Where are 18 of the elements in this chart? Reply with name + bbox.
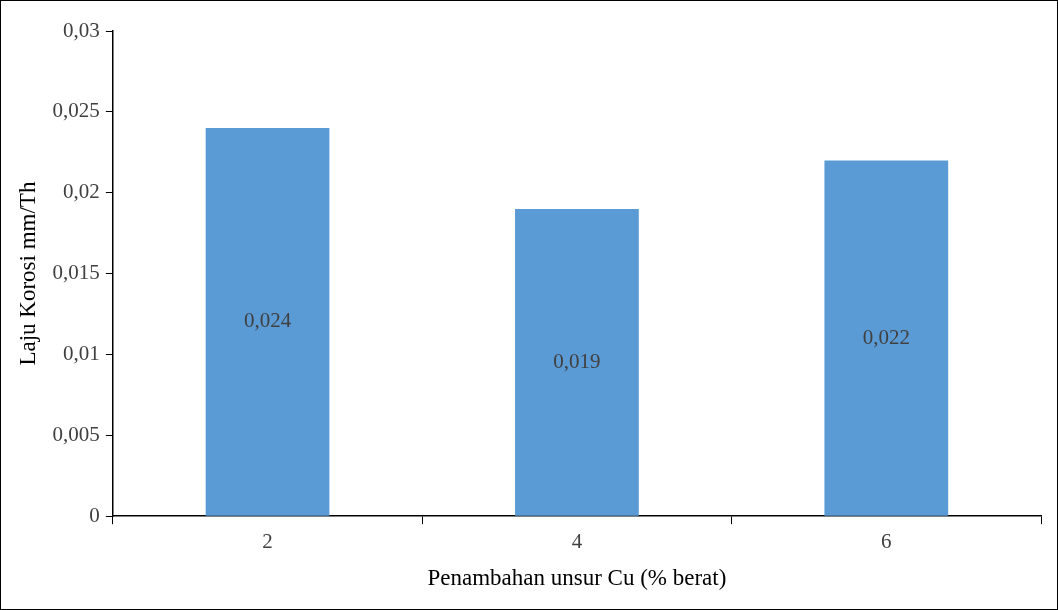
y-tick-label: 0,02	[63, 179, 100, 204]
x-tick-label: 4	[571, 529, 583, 554]
data-label: 0,022	[862, 324, 910, 349]
bar	[824, 160, 949, 516]
bar	[205, 128, 330, 516]
x-tick-label: 6	[881, 529, 892, 554]
data-label: 0,024	[243, 308, 292, 333]
data-label: 0,019	[553, 348, 601, 373]
y-tick-label: 0,03	[63, 17, 100, 42]
y-tick-label: 0,015	[52, 260, 100, 285]
x-axis-title: Penambahan unsur Cu (% berat)	[427, 565, 727, 591]
y-tick-label: 0,01	[63, 340, 100, 365]
y-tick-label: 0	[89, 502, 100, 527]
y-tick-label: 0,025	[52, 98, 100, 123]
bar	[515, 208, 639, 516]
x-tick-label: 2	[262, 529, 273, 554]
y-axis-title: Laju Korosi mm/Th	[14, 181, 40, 366]
y-tick-label: 0,005	[52, 421, 100, 446]
